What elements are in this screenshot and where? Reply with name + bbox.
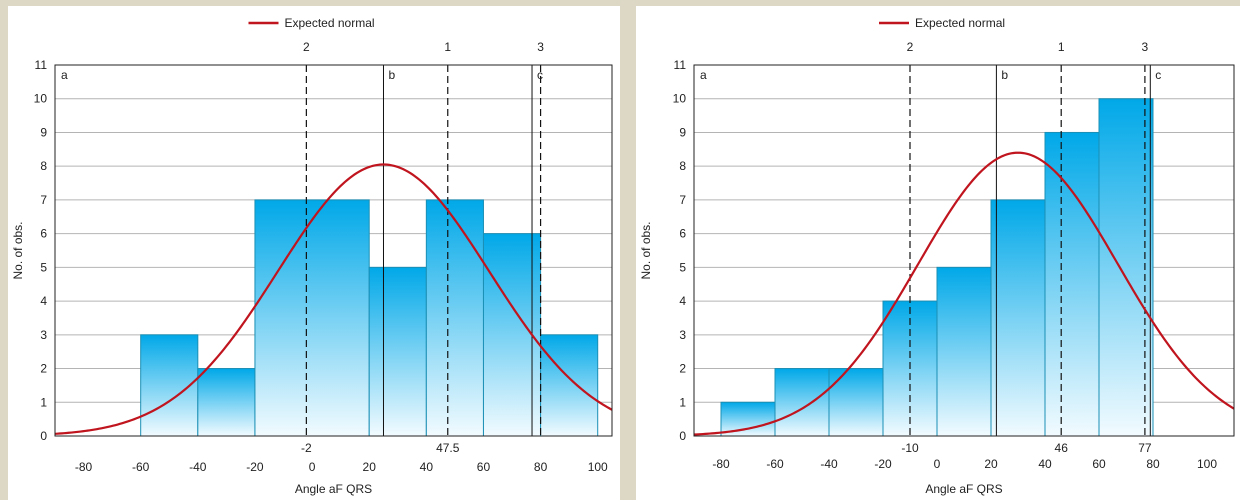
legend-label: Expected normal (285, 16, 375, 30)
boundary-label: c (537, 68, 543, 82)
y-tick-label: 2 (679, 362, 686, 376)
x-tick-label: 80 (534, 460, 548, 474)
y-tick-label: 11 (35, 58, 48, 72)
plot-frame (54, 64, 613, 437)
x-tick-label: 20 (363, 460, 377, 474)
expected-normal-curve (693, 151, 1235, 436)
x-tick-label: -40 (820, 457, 838, 471)
y-tick-label: 6 (679, 227, 686, 241)
marker-value-label: 47.5 (436, 441, 460, 455)
marker-top-label: 2 (303, 40, 310, 54)
histogram-bar (990, 199, 1046, 437)
y-tick-label: 1 (40, 395, 47, 409)
marker-top-label: 2 (907, 40, 914, 54)
histogram-bar (254, 199, 370, 437)
plot-frame (693, 64, 1235, 437)
y-tick-label: 3 (679, 328, 686, 342)
y-tick-label: 3 (40, 328, 47, 342)
x-tick-label: 0 (934, 457, 941, 471)
y-tick-label: 1 (679, 395, 686, 409)
x-tick-label: 100 (1197, 457, 1217, 471)
marker-value-label: 77 (1138, 441, 1152, 455)
histogram-bar (368, 266, 427, 437)
chart-panel-1: Expected normal 0 1 2 3 4 5 6 7 8 9 10 11 2 -2 1 47.5 3 b c… (8, 6, 620, 500)
marker-top-label: 1 (444, 40, 451, 54)
x-tick-label: 60 (1092, 457, 1106, 471)
y-tick-label: 4 (679, 294, 686, 308)
histogram-bar (936, 266, 992, 437)
histogram-bar (1098, 98, 1154, 437)
x-tick-label: -80 (75, 460, 93, 474)
y-tick-label: 5 (40, 260, 47, 274)
histogram-bar (1044, 131, 1100, 437)
y-tick-label: 8 (40, 159, 47, 173)
histogram-bar (425, 199, 484, 437)
expected-normal-curve (54, 163, 613, 435)
y-tick-label: 0 (679, 429, 686, 443)
boundary-label: b (388, 68, 395, 82)
marker-top-label: 3 (1142, 40, 1149, 54)
y-tick-label: 2 (40, 362, 47, 376)
x-tick-label: 40 (420, 460, 434, 474)
x-tick-label: -60 (766, 457, 784, 471)
y-tick-label: 10 (673, 92, 687, 106)
y-axis-title: No. of obs. (639, 221, 653, 279)
y-tick-label: 11 (674, 58, 687, 72)
corner-label: a (61, 68, 68, 82)
histogram-bar (720, 401, 776, 437)
y-tick-label: 7 (679, 193, 686, 207)
y-tick-label: 0 (40, 429, 47, 443)
x-tick-label: -20 (874, 457, 892, 471)
x-tick-label: -80 (712, 457, 730, 471)
y-tick-label: 9 (40, 125, 47, 139)
x-tick-label: 60 (477, 460, 491, 474)
histogram-bar (540, 334, 599, 437)
x-tick-label: -20 (246, 460, 264, 474)
histogram-bar (774, 368, 830, 437)
x-axis-title: Angle aF QRS (925, 482, 1002, 496)
boundary-label: c (1155, 68, 1161, 82)
corner-label: a (700, 68, 707, 82)
x-tick-label: -60 (132, 460, 150, 474)
x-axis-title: Angle aF QRS (295, 482, 372, 496)
x-tick-label: 20 (984, 457, 998, 471)
y-tick-label: 6 (40, 227, 47, 241)
y-axis-title: No. of obs. (11, 221, 25, 279)
x-tick-label: 100 (588, 460, 608, 474)
chart-panel-2: Expected normal 0 1 2 3 4 5 6 7 8 9 10 11 2 -10 1 46 3 77 b… (636, 6, 1240, 500)
y-tick-label: 10 (34, 92, 48, 106)
x-tick-label: 40 (1038, 457, 1052, 471)
y-tick-label: 8 (679, 159, 686, 173)
histogram-bar (828, 368, 884, 437)
marker-top-label: 1 (1058, 40, 1065, 54)
marker-value-label: 46 (1055, 441, 1069, 455)
histogram-bar (197, 368, 256, 437)
x-tick-label: 80 (1146, 457, 1160, 471)
y-tick-label: 4 (40, 294, 47, 308)
legend-label: Expected normal (915, 16, 1005, 30)
x-tick-label: -40 (189, 460, 207, 474)
x-tick-label: 0 (309, 460, 316, 474)
boundary-label: b (1001, 68, 1008, 82)
marker-value-label: -10 (901, 441, 919, 455)
y-tick-label: 7 (40, 193, 47, 207)
marker-top-label: 3 (537, 40, 544, 54)
y-tick-label: 9 (679, 125, 686, 139)
y-tick-label: 5 (679, 260, 686, 274)
marker-value-label: -2 (301, 441, 312, 455)
